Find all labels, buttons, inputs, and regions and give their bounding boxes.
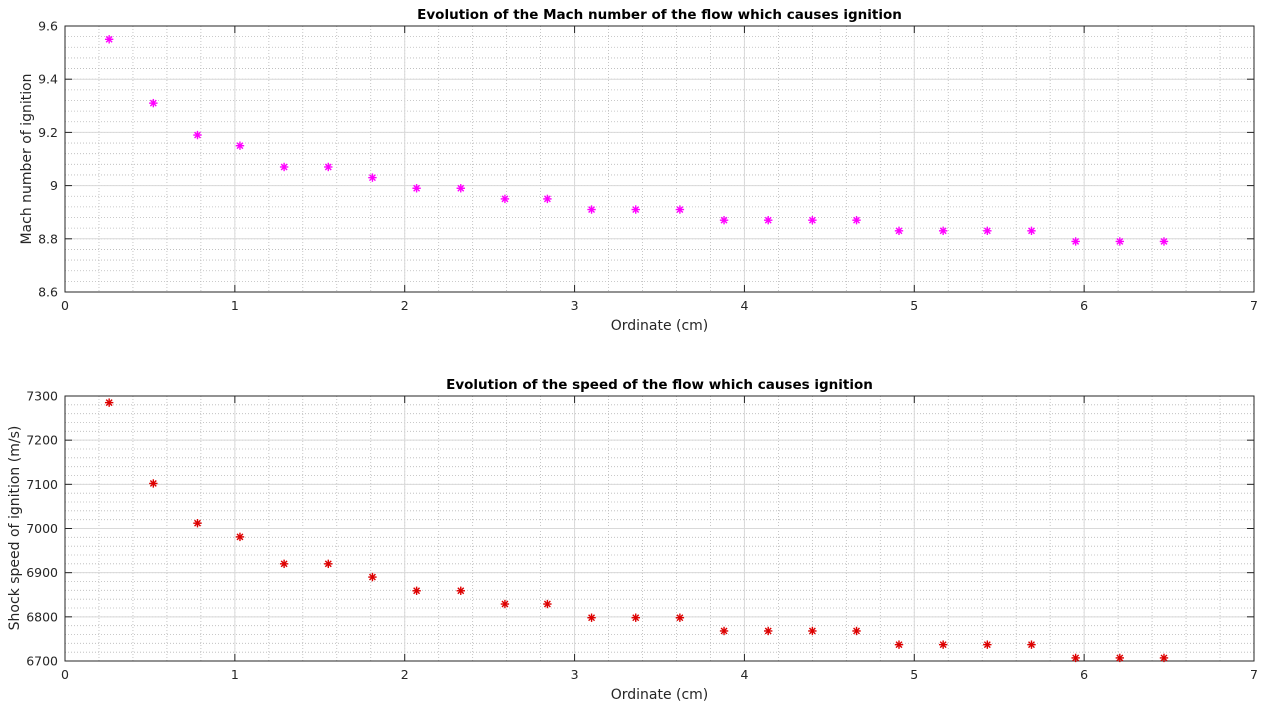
plot-area — [65, 26, 1254, 292]
x-tick-label: 0 — [61, 298, 69, 313]
data-point — [543, 194, 552, 204]
x-tick-label: 3 — [571, 667, 579, 682]
data-points — [104, 398, 1169, 663]
shock-speed-chart: 0 1 2 3 4 5 6 7 6700 6800 6900 7000 7100 7200 7300 Evo… — [7, 377, 1258, 703]
x-tick-label: 5 — [910, 667, 918, 682]
data-point — [983, 640, 992, 649]
data-point — [852, 626, 861, 636]
x-tick-label: 1 — [231, 667, 239, 682]
data-point — [894, 640, 904, 649]
ticks: 0 1 2 3 4 5 6 7 6700 6800 6900 7000 7100 7200 7300 — [26, 389, 1258, 683]
chart-title: Evolution of the Mach number of the flow… — [417, 7, 902, 23]
data-point — [193, 519, 202, 528]
data-point — [368, 572, 377, 582]
data-point — [324, 162, 333, 172]
data-point — [894, 226, 904, 236]
x-tick-label: 4 — [740, 667, 748, 682]
data-point — [938, 226, 948, 236]
data-point — [983, 226, 992, 236]
data-point — [631, 205, 640, 214]
data-point — [719, 626, 729, 636]
data-point — [456, 586, 465, 595]
data-point — [235, 141, 245, 150]
y-tick-label: 9.6 — [38, 19, 58, 34]
data-point — [368, 173, 377, 182]
data-point — [279, 162, 289, 172]
x-tick-label: 2 — [401, 298, 409, 313]
data-point — [1115, 237, 1125, 246]
data-point — [852, 215, 861, 225]
data-point — [675, 205, 685, 214]
y-tick-label: 6700 — [26, 654, 58, 669]
data-point — [500, 599, 510, 609]
y-tick-label: 7000 — [26, 521, 58, 536]
data-point — [104, 35, 114, 44]
x-tick-label: 6 — [1080, 298, 1088, 313]
data-point — [1115, 653, 1125, 663]
x-tick-label: 5 — [910, 298, 918, 313]
data-point — [631, 613, 640, 622]
y-axis-label: Shock speed of ignition (m/s) — [7, 426, 23, 631]
data-point — [412, 586, 421, 595]
x-axis-label: Ordinate (cm) — [611, 318, 709, 334]
y-tick-label: 7200 — [26, 433, 58, 448]
y-tick-label: 9.2 — [38, 125, 58, 140]
data-point — [675, 613, 685, 622]
y-axis-label: Mach number of ignition — [19, 73, 35, 244]
data-point — [719, 215, 729, 225]
y-tick-label: 8.6 — [38, 285, 58, 300]
data-point — [764, 215, 773, 225]
ticks: 0 1 2 3 4 5 6 7 8.6 8.8 9 9.2 9.4 9.6 — [38, 19, 1258, 314]
data-point — [1159, 237, 1169, 246]
data-point — [193, 130, 202, 140]
y-tick-label: 6800 — [26, 609, 58, 624]
y-tick-label: 9 — [50, 178, 58, 193]
x-tick-label: 3 — [571, 298, 579, 313]
y-tick-label: 9.4 — [38, 72, 58, 87]
data-point — [324, 559, 333, 569]
data-point — [1159, 653, 1169, 663]
data-point — [808, 626, 817, 636]
x-tick-label: 4 — [740, 298, 748, 313]
x-tick-label: 1 — [231, 298, 239, 313]
data-point — [149, 479, 158, 488]
x-tick-label: 7 — [1250, 667, 1258, 682]
data-point — [149, 98, 158, 108]
y-tick-label: 6900 — [26, 565, 58, 580]
data-point — [1071, 653, 1080, 663]
data-point — [1071, 237, 1080, 246]
data-points — [104, 35, 1169, 246]
data-point — [1027, 640, 1036, 649]
x-tick-label: 7 — [1250, 298, 1258, 313]
data-point — [764, 626, 773, 636]
y-tick-label: 8.8 — [38, 231, 58, 246]
y-tick-label: 7100 — [26, 477, 58, 492]
chart-title: Evolution of the speed of the flow which… — [446, 377, 873, 393]
data-point — [587, 613, 596, 622]
x-tick-label: 2 — [401, 667, 409, 682]
data-point — [500, 194, 510, 204]
data-point — [235, 532, 245, 542]
data-point — [104, 398, 114, 407]
data-point — [587, 205, 596, 214]
data-point — [808, 215, 817, 225]
data-point — [1027, 226, 1036, 236]
data-point — [279, 559, 289, 569]
mach-number-chart: 0 1 2 3 4 5 6 7 8.6 8.8 9 9.2 9.4 9.6 Evolution of th… — [19, 7, 1258, 334]
data-point — [938, 640, 948, 649]
data-point — [456, 184, 465, 193]
x-axis-label: Ordinate (cm) — [611, 687, 709, 703]
x-tick-label: 0 — [61, 667, 69, 682]
axes-box — [64, 25, 1255, 293]
y-tick-label: 7300 — [26, 389, 58, 404]
data-point — [412, 184, 421, 193]
data-point — [543, 599, 552, 609]
x-tick-label: 6 — [1080, 667, 1088, 682]
